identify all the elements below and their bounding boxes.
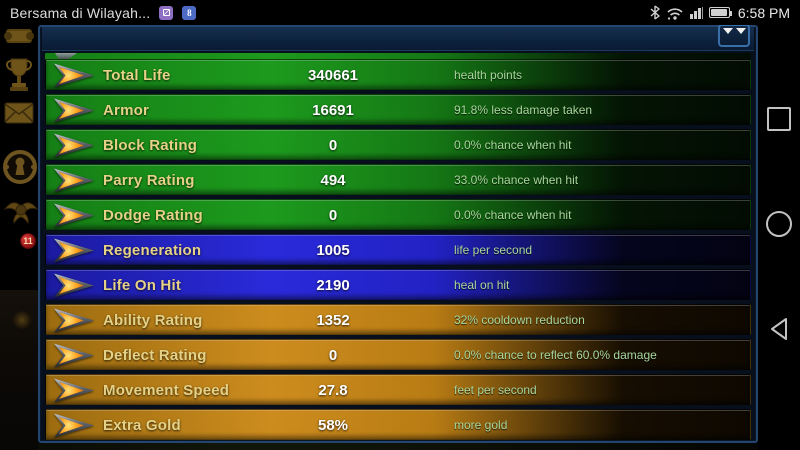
partial-stat-row [45, 53, 751, 60]
stat-label: Dodge Rating [103, 207, 203, 224]
recents-button[interactable] [767, 107, 791, 131]
keyhole-icon[interactable] [3, 143, 37, 191]
quest-scroll-icon[interactable] [3, 21, 35, 51]
stat-row-armor[interactable]: Armor 16691 91.8% less damage taken [45, 94, 751, 125]
stat-value: 0 [328, 137, 338, 154]
stat-desc: 0.0% chance to reflect 60.0% damage [454, 348, 657, 362]
stat-row-dodge-rating[interactable]: Dodge Rating 0 0.0% chance when hit [45, 199, 751, 230]
stat-desc: health points [454, 68, 523, 82]
stat-value: 58% [317, 417, 349, 434]
stat-row-extra-gold[interactable]: Extra Gold 58% more gold [45, 409, 751, 440]
stat-label: Regeneration [103, 242, 202, 259]
stat-desc: heal on hit [454, 278, 510, 292]
stat-desc: more gold [454, 418, 508, 432]
stat-row-block-rating[interactable]: Block Rating 0 0.0% chance when hit [45, 129, 751, 160]
collapse-panel-button[interactable] [718, 24, 750, 47]
stat-desc: 91.8% less damage taken [454, 103, 593, 117]
stat-desc: feet per second [454, 383, 537, 397]
stat-row-total-life[interactable]: Total Life 340661 health points [45, 59, 751, 90]
partial-arrow-icon [55, 53, 77, 60]
home-button[interactable] [766, 211, 792, 237]
stat-desc: 0.0% chance when hit [454, 138, 572, 152]
chevron-down-icon [722, 28, 733, 34]
stat-row-ability-rating[interactable]: Ability Rating 1352 32% cooldown reducti… [45, 304, 751, 335]
stat-row-life-on-hit[interactable]: Life On Hit 2190 heal on hit [45, 269, 751, 300]
stat-arrow-icon [54, 238, 94, 263]
stat-arrow-icon [54, 308, 94, 333]
chevron-down-icon [735, 28, 746, 34]
bluetooth-icon [650, 5, 660, 20]
battery-icon [708, 7, 732, 18]
stat-value: 0 [328, 207, 338, 224]
stat-arrow-icon [54, 168, 94, 193]
stat-row-regeneration[interactable]: Regeneration 1005 life per second [45, 234, 751, 265]
stat-value: 494 [320, 172, 346, 189]
stat-label: Movement Speed [103, 382, 230, 399]
stat-arrow-icon [54, 63, 94, 88]
stat-label: Life On Hit [103, 277, 182, 294]
game-sidebar: 11 [0, 25, 39, 450]
stat-desc: 33.0% chance when hit [454, 173, 579, 187]
signal-strength-icon [689, 6, 703, 19]
game-background-scene [0, 290, 38, 450]
stat-label: Extra Gold [103, 417, 181, 434]
stat-arrow-icon [54, 273, 94, 298]
stat-label: Ability Rating [103, 312, 203, 329]
stat-arrow-icon [54, 133, 94, 158]
stat-arrow-icon [54, 98, 94, 123]
character-stats-panel: Total Life 340661 health points Armor 16… [38, 24, 758, 443]
stat-value: 1352 [316, 312, 350, 329]
mail-icon[interactable] [3, 101, 35, 125]
stat-value: 0 [328, 347, 338, 364]
stat-desc: 0.0% chance when hit [454, 208, 572, 222]
stat-label: Deflect Rating [103, 347, 207, 364]
back-button[interactable] [769, 317, 789, 341]
stat-desc: life per second [454, 243, 533, 257]
stat-arrow-icon [54, 203, 94, 228]
trophy-icon[interactable] [3, 55, 35, 95]
clock-time: 6:58 PM [737, 4, 790, 21]
wifi-icon [666, 6, 684, 20]
screenshot-notification-icon [159, 5, 174, 20]
stat-value: 16691 [312, 102, 354, 119]
stat-label: Total Life [103, 67, 171, 84]
stat-label: Armor [103, 102, 150, 119]
stats-panel-header [42, 24, 754, 51]
stat-arrow-icon [54, 413, 94, 438]
stat-label: Block Rating [103, 137, 198, 154]
stat-value: 27.8 [318, 382, 348, 399]
rank-wings-icon[interactable] [3, 195, 39, 237]
stat-value: 1005 [316, 242, 350, 259]
stat-value: 340661 [307, 67, 359, 84]
stat-row-parry-rating[interactable]: Parry Rating 494 33.0% chance when hit [45, 164, 751, 195]
android-nav-bar [758, 25, 800, 450]
app-notification-icon: 8 [182, 5, 197, 20]
stat-desc: 32% cooldown reduction [454, 313, 585, 327]
stat-label: Parry Rating [103, 172, 195, 189]
stat-row-movement-speed[interactable]: Movement Speed 27.8 feet per second [45, 374, 751, 405]
rank-badge: 11 [20, 233, 36, 249]
background-strip [38, 443, 758, 450]
status-bar: Bersama di Wilayah... 8 6:58 PM [0, 0, 800, 25]
stat-row-deflect-rating[interactable]: Deflect Rating 0 0.0% chance to reflect … [45, 339, 751, 370]
stat-arrow-icon [54, 343, 94, 368]
stat-arrow-icon [54, 378, 94, 403]
notification-ticker-text: Bersama di Wilayah... [10, 4, 151, 21]
stat-value: 2190 [316, 277, 350, 294]
